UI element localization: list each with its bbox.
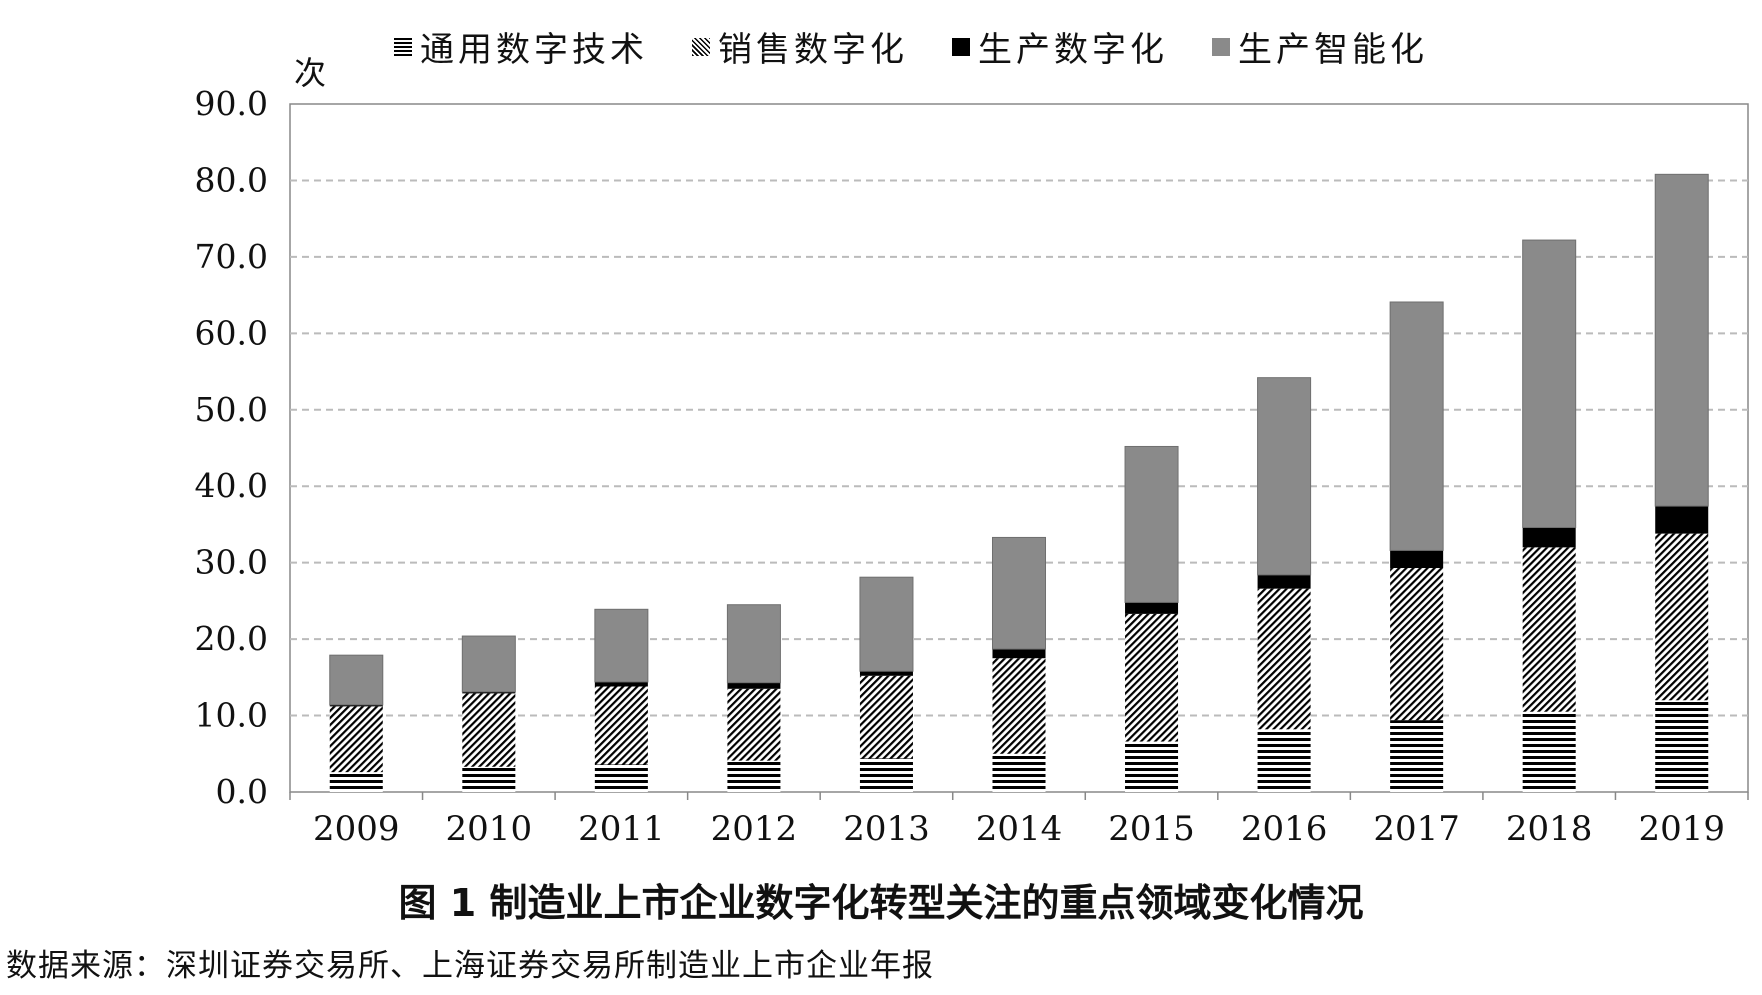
x-tick-label: 2016 bbox=[1241, 809, 1328, 849]
bar-segment-horizontal-stripes-2019 bbox=[1655, 700, 1709, 792]
bar-segment-horizontal-stripes-2010 bbox=[462, 766, 516, 792]
bar-segment-diagonal-hatch-2015 bbox=[1125, 613, 1179, 742]
legend-swatch-hatch bbox=[692, 37, 710, 56]
bar-segment-diagonal-hatch-2014 bbox=[992, 658, 1046, 754]
legend: 通用数字技术 销售数字化 生产数字化 生产智能化 bbox=[0, 22, 1762, 71]
bar-segment-horizontal-stripes-2018 bbox=[1522, 711, 1576, 792]
bar-segment-solid-black-2019 bbox=[1655, 506, 1709, 534]
x-tick-label: 2012 bbox=[711, 809, 798, 849]
bar-segment-diagonal-hatch-2009 bbox=[329, 706, 383, 773]
y-tick-label: 90.0 bbox=[195, 84, 268, 123]
y-tick-label: 10.0 bbox=[195, 696, 268, 735]
bar-segment-solid-gray-2011 bbox=[594, 608, 649, 683]
bar-segment-solid-black-2016 bbox=[1257, 574, 1311, 589]
figure-caption: 图 1 制造业上市企业数字化转型关注的重点领域变化情况 bbox=[398, 881, 1364, 925]
bar-segment-solid-gray-2019 bbox=[1654, 173, 1709, 507]
y-tick-label: 40.0 bbox=[195, 466, 268, 505]
legend-label: 生产数字化 bbox=[978, 30, 1168, 70]
bar-segment-solid-gray-2018 bbox=[1522, 239, 1577, 529]
data-source-note: 数据来源：深圳证券交易所、上海证券交易所制造业上市企业年报 bbox=[6, 948, 934, 984]
x-tick-label: 2015 bbox=[1108, 809, 1195, 849]
bar-segment-diagonal-hatch-2011 bbox=[594, 686, 648, 765]
x-tick-label: 2017 bbox=[1373, 809, 1460, 849]
bar-segment-diagonal-hatch-2017 bbox=[1390, 568, 1444, 721]
bar-segment-diagonal-hatch-2019 bbox=[1655, 533, 1709, 701]
legend-item-production-digitalization: 生产数字化 bbox=[952, 22, 1168, 71]
x-tick-label: 2014 bbox=[976, 809, 1063, 849]
y-tick-label: 70.0 bbox=[195, 237, 268, 276]
bar-segment-solid-gray-2017 bbox=[1389, 301, 1444, 551]
legend-swatch-black bbox=[952, 37, 970, 56]
y-tick-label: 60.0 bbox=[195, 313, 268, 352]
bar-segment-horizontal-stripes-2017 bbox=[1390, 720, 1444, 792]
bar-segment-solid-black-2017 bbox=[1390, 550, 1444, 569]
x-tick-label: 2010 bbox=[446, 809, 533, 849]
bar-segment-horizontal-stripes-2016 bbox=[1257, 729, 1311, 792]
legend-label: 销售数字化 bbox=[718, 30, 908, 70]
x-tick-label: 2013 bbox=[843, 809, 930, 849]
bar-segment-solid-black-2009 bbox=[329, 704, 383, 707]
bar-segment-horizontal-stripes-2013 bbox=[859, 758, 913, 792]
legend-item-general-digital-tech: 通用数字技术 bbox=[394, 22, 648, 71]
bar-segment-horizontal-stripes-2009 bbox=[329, 772, 383, 792]
bar-segment-diagonal-hatch-2010 bbox=[462, 693, 516, 767]
y-tick-label: 20.0 bbox=[195, 619, 268, 658]
bar-segment-solid-black-2015 bbox=[1125, 602, 1179, 614]
legend-item-sales-digitalization: 销售数字化 bbox=[692, 22, 908, 71]
bar-segment-solid-gray-2009 bbox=[329, 654, 384, 706]
bar-segment-diagonal-hatch-2013 bbox=[859, 675, 913, 759]
bar-segment-solid-gray-2014 bbox=[991, 536, 1047, 650]
x-tick-label: 2011 bbox=[578, 809, 665, 849]
bar-segment-diagonal-hatch-2012 bbox=[727, 688, 781, 761]
y-tick-label: 0.0 bbox=[216, 772, 268, 811]
x-tick-label: 2019 bbox=[1638, 809, 1725, 849]
bar-segment-solid-gray-2013 bbox=[859, 576, 914, 672]
bar-segment-solid-black-2011 bbox=[594, 681, 648, 687]
x-tick-label: 2018 bbox=[1506, 809, 1593, 849]
x-tick-label: 2009 bbox=[313, 809, 400, 849]
bar-segment-solid-black-2010 bbox=[462, 691, 516, 694]
legend-swatch-gray bbox=[1212, 37, 1230, 56]
bar-segment-diagonal-hatch-2018 bbox=[1522, 547, 1576, 712]
bar-segment-solid-gray-2016 bbox=[1257, 377, 1312, 576]
bar-segment-solid-gray-2012 bbox=[726, 604, 781, 684]
y-tick-label: 80.0 bbox=[195, 160, 268, 199]
bar-segment-solid-gray-2015 bbox=[1124, 445, 1179, 603]
bar-segment-solid-black-2018 bbox=[1522, 527, 1576, 548]
bar-segment-horizontal-stripes-2011 bbox=[594, 764, 648, 792]
legend-label: 通用数字技术 bbox=[420, 30, 648, 70]
bar-segment-horizontal-stripes-2014 bbox=[992, 753, 1046, 792]
legend-swatch-stripes bbox=[394, 37, 412, 56]
bar-segment-solid-black-2014 bbox=[992, 649, 1046, 659]
legend-item-production-intelligence: 生产智能化 bbox=[1212, 22, 1428, 71]
y-axis-unit-label: 次 bbox=[294, 54, 327, 92]
bar-segment-solid-black-2012 bbox=[727, 682, 781, 689]
bar-segment-solid-black-2013 bbox=[859, 671, 913, 676]
bar-segment-horizontal-stripes-2015 bbox=[1125, 741, 1179, 792]
bar-segment-diagonal-hatch-2016 bbox=[1257, 588, 1311, 730]
bar-segment-horizontal-stripes-2012 bbox=[727, 760, 781, 792]
y-tick-label: 30.0 bbox=[195, 543, 268, 582]
bar-segment-solid-gray-2010 bbox=[461, 635, 516, 693]
y-tick-label: 50.0 bbox=[195, 390, 268, 429]
legend-label: 生产智能化 bbox=[1238, 30, 1428, 70]
